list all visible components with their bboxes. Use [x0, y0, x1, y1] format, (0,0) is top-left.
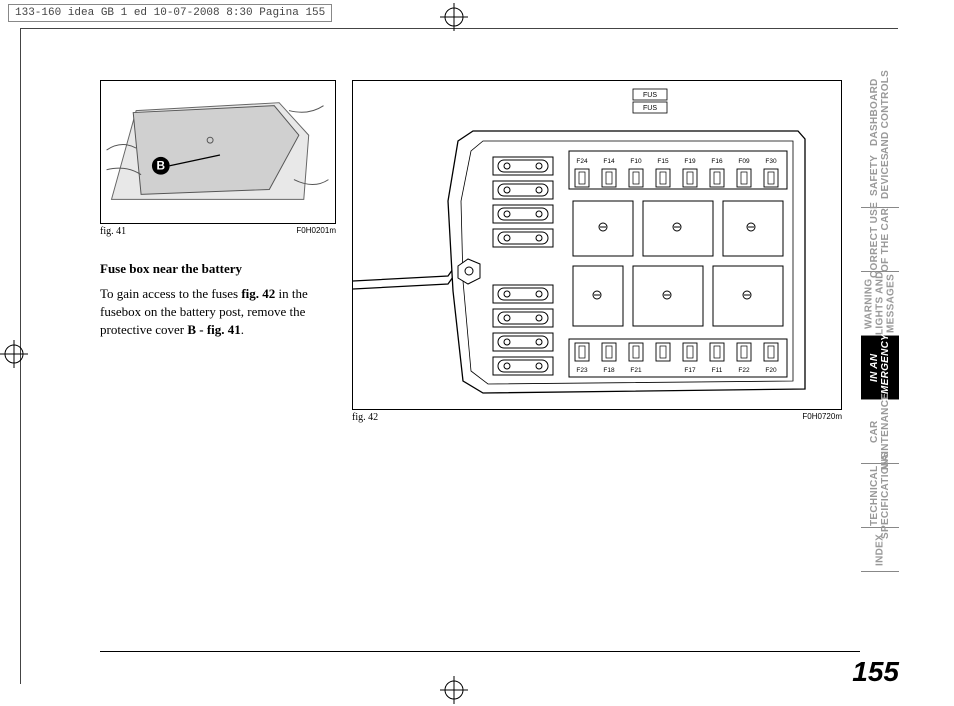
tab-correct-use-of-the-car[interactable]: CORRECT USE OF THE CAR: [861, 208, 899, 272]
svg-text:F10: F10: [630, 158, 642, 165]
body-paragraph: To gain access to the fuses fig. 42 in t…: [100, 285, 336, 340]
svg-text:F21: F21: [630, 367, 642, 374]
tab-dashboard-and-controls[interactable]: DASHBOARD AND CONTROLS: [861, 80, 899, 144]
print-header: 133-160 idea GB 1 ed 10-07-2008 8:30 Pag…: [8, 4, 332, 22]
tab-in-an-emergency[interactable]: IN AN EMERGENCY: [861, 336, 899, 400]
svg-text:F15: F15: [657, 158, 669, 165]
svg-text:F23: F23: [576, 367, 588, 374]
registration-mark-left: [0, 340, 28, 368]
footer-rule: [100, 651, 860, 652]
svg-text:F09: F09: [738, 158, 750, 165]
registration-mark-bottom: [440, 676, 468, 704]
svg-text:F11: F11: [712, 367, 723, 374]
fig42-caption: fig. 42: [352, 412, 378, 423]
tab-safety-devices[interactable]: SAFETY DEVICES: [861, 144, 899, 208]
svg-text:F18: F18: [603, 367, 615, 374]
svg-text:F17: F17: [684, 367, 696, 374]
svg-text:FUS: FUS: [643, 105, 657, 112]
svg-text:F22: F22: [738, 367, 750, 374]
svg-text:F14: F14: [603, 158, 615, 165]
svg-text:F24: F24: [576, 158, 588, 165]
page-number: 155: [852, 656, 899, 688]
tab-index[interactable]: INDEX: [861, 528, 899, 572]
svg-text:F16: F16: [711, 158, 723, 165]
callout-b: B: [157, 159, 166, 173]
figure-42-container: FUS FUS: [352, 80, 842, 423]
svg-text:F20: F20: [765, 367, 777, 374]
registration-mark-top: [440, 3, 468, 31]
svg-text:FUS: FUS: [643, 92, 657, 99]
figure-42: FUS FUS: [352, 80, 842, 410]
fig41-caption: fig. 41: [100, 226, 126, 237]
figure-41: B: [100, 80, 336, 224]
tab-warning-lights-and-messages[interactable]: WARNING LIGHTS AND MESSAGES: [861, 272, 899, 336]
svg-text:F30: F30: [765, 158, 777, 165]
tab-technical-specifications[interactable]: TECHNICAL SPECIFICATIONS: [861, 464, 899, 528]
side-tabs: DASHBOARD AND CONTROLSSAFETY DEVICESCORR…: [861, 80, 899, 572]
svg-text:F19: F19: [684, 158, 696, 165]
fig42-code: F0H0720m: [802, 412, 842, 423]
fig41-code: F0H0201m: [296, 226, 336, 237]
